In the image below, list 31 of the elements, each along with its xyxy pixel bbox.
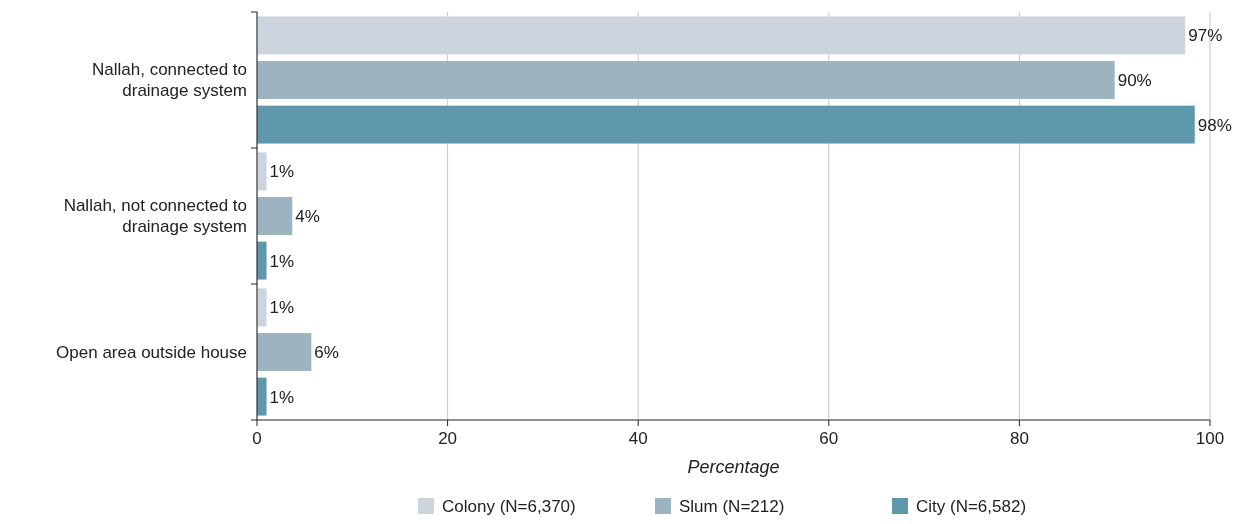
x-tick-label: 100 xyxy=(1195,429,1225,448)
bar xyxy=(257,197,293,235)
data-label: 4% xyxy=(295,206,320,226)
data-label: 1% xyxy=(269,251,295,271)
legend-label: Colony (N=6,370) xyxy=(442,496,576,516)
x-tick-label: 60 xyxy=(819,429,839,448)
data-label: 98% xyxy=(1197,115,1232,135)
data-label: 1% xyxy=(269,162,295,182)
data-label: 97% xyxy=(1188,26,1223,46)
bar xyxy=(257,288,267,327)
y-tick-label: Nallah, not connected to drainage system xyxy=(63,196,247,237)
y-tick-label: Open area outside house xyxy=(56,342,247,362)
x-tick-label: 40 xyxy=(628,429,648,448)
bar xyxy=(257,241,267,280)
x-tick-label: 20 xyxy=(438,429,458,448)
legend-label: Slum (N=212) xyxy=(679,496,785,516)
bar xyxy=(257,105,1195,144)
bar xyxy=(257,377,267,416)
x-axis-title: Percentage xyxy=(687,457,780,477)
x-tick-label: 80 xyxy=(1009,429,1029,448)
y-tick-label: Nallah, connected to drainage system xyxy=(92,60,247,101)
data-label: 6% xyxy=(314,342,339,362)
data-label: 90% xyxy=(1117,70,1152,90)
legend-label: City (N=6,582) xyxy=(916,496,1027,516)
bar xyxy=(257,61,1115,99)
data-label: 1% xyxy=(269,298,295,318)
bar xyxy=(257,152,267,191)
bar xyxy=(257,333,312,371)
bar xyxy=(257,16,1186,55)
data-label: 1% xyxy=(269,387,295,407)
x-tick-label: 0 xyxy=(252,429,262,448)
